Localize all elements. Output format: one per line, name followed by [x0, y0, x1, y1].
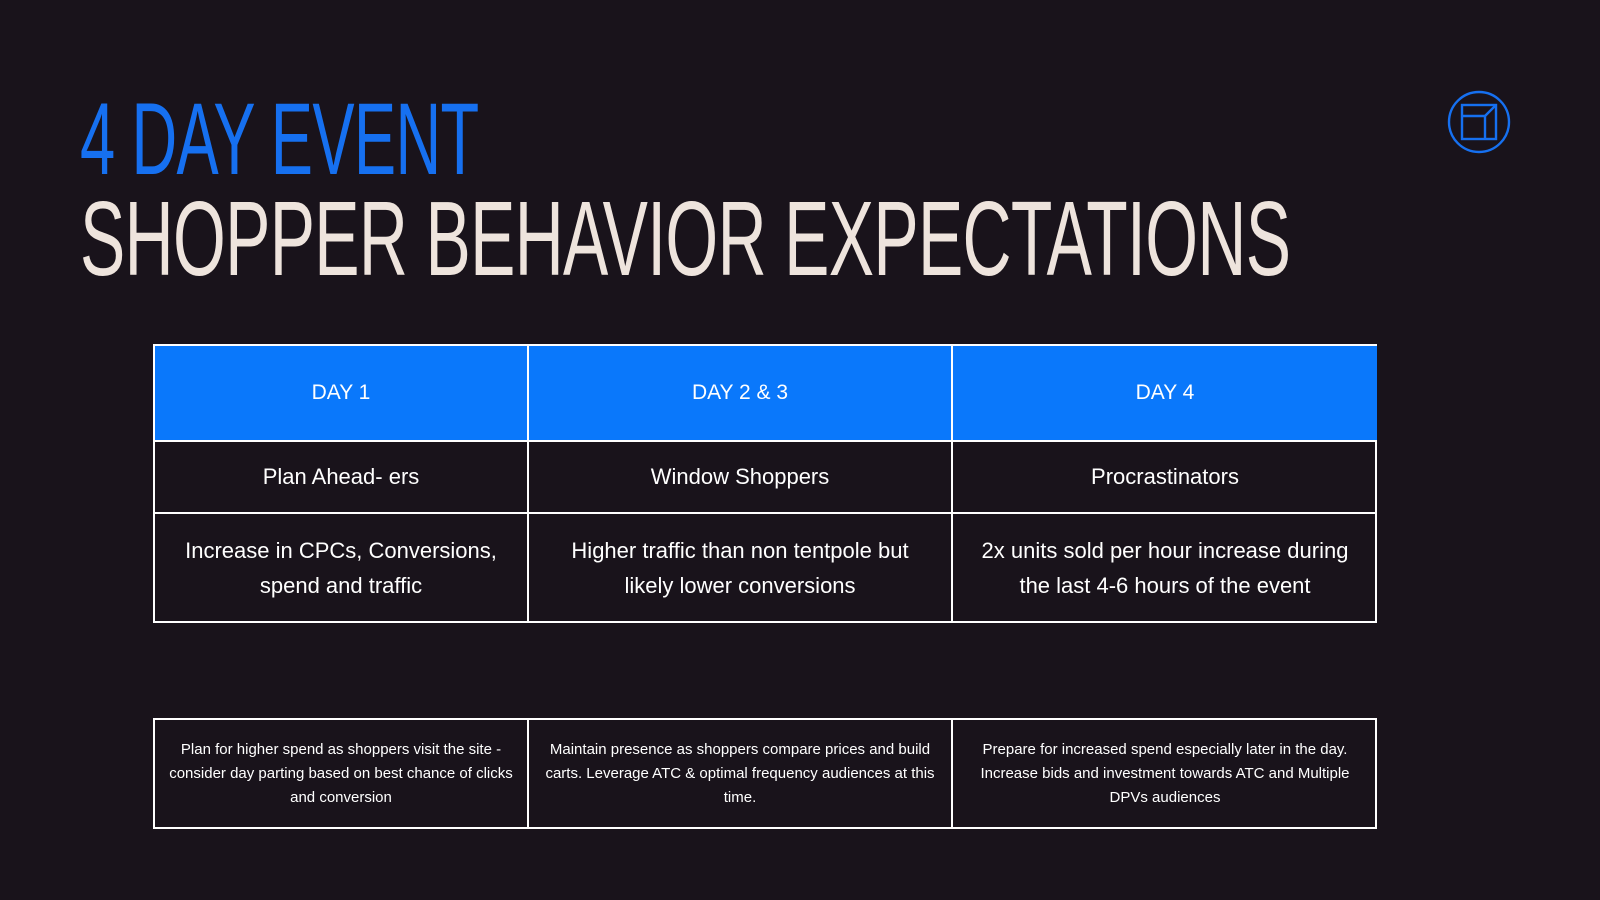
title-main: SHOPPER BEHAVIOR EXPECTATIONS — [80, 180, 1291, 298]
box-cube-icon — [1447, 90, 1511, 154]
behavior-day-4: 2x units sold per hour increase during t… — [981, 537, 1349, 598]
behavior-day-1: Increase in CPCs, Conversions, spend and… — [155, 514, 529, 621]
column-header-day-2-3: DAY 2 & 3 — [529, 346, 953, 442]
column-header-day-1: DAY 1 — [155, 346, 529, 442]
behavior-table: DAY 1 DAY 2 & 3 DAY 4 Plan Ahead- ers Wi… — [153, 344, 1377, 623]
segment-day-1: Plan Ahead- ers — [155, 442, 529, 514]
title-event: 4 DAY EVENT — [80, 82, 479, 196]
recommendation-day-2-3: Maintain presence as shoppers compare pr… — [529, 720, 953, 827]
recommendation-day-1: Plan for higher spend as shoppers visit … — [155, 720, 529, 827]
behavior-day-2-3: Higher traffic than non tentpole but lik… — [529, 514, 953, 621]
recommendations-table: Plan for higher spend as shoppers visit … — [153, 718, 1377, 829]
segment-day-2-3: Window Shoppers — [529, 442, 953, 514]
segment-day-4: Procrastinators — [953, 442, 1377, 514]
column-header-day-4: DAY 4 — [953, 346, 1377, 442]
recommendation-day-4: Prepare for increased spend especially l… — [980, 740, 1350, 806]
